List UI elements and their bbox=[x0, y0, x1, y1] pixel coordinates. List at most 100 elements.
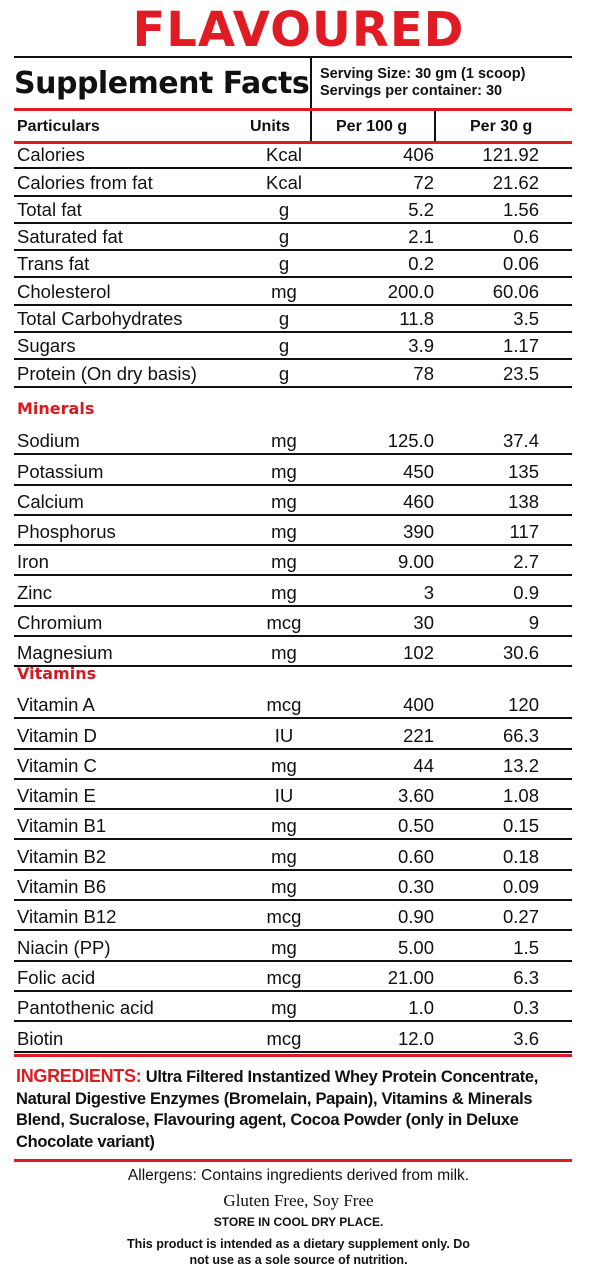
row-divider bbox=[14, 1020, 572, 1023]
vitamins-section-title: Vitamins bbox=[17, 664, 97, 683]
supplement-facts-heading: Supplement Facts bbox=[14, 66, 310, 101]
nutrient-unit: mg bbox=[271, 876, 297, 898]
row-divider bbox=[14, 249, 572, 252]
value-per-30g: 0.27 bbox=[502, 906, 539, 928]
nutrient-name: Folic acid bbox=[17, 966, 96, 988]
ingredients-label: INGREDIENTS: bbox=[16, 1066, 142, 1086]
value-per-100g: 11.8 bbox=[399, 308, 434, 330]
nutrient-unit: mg bbox=[271, 551, 297, 573]
nutrient-unit: mg bbox=[271, 997, 297, 1019]
nutrient-name: Vitamin E bbox=[17, 785, 96, 807]
ingredients-text: Ultra Filtered Instantized Whey Protein … bbox=[16, 1068, 539, 1151]
row-divider bbox=[14, 483, 572, 486]
value-per-100g: 0.90 bbox=[397, 906, 434, 928]
value-per-100g: 390 bbox=[403, 521, 434, 543]
value-per-100g: 3.60 bbox=[397, 785, 434, 807]
table-row: Zinc mg 3 0.9 bbox=[14, 577, 572, 607]
disclaimer: This product is intended as a dietary su… bbox=[0, 1236, 597, 1268]
value-per-30g: 1.56 bbox=[502, 198, 539, 220]
servings-per-container: Servings per container: 30 bbox=[320, 83, 503, 99]
table-row: Total Carbohydrates g 11.8 3.5 bbox=[14, 306, 572, 334]
nutrient-unit: mcg bbox=[266, 1027, 302, 1049]
nutrient-unit: mg bbox=[271, 490, 297, 512]
table-row: Vitamin B1 mg 0.50 0.15 bbox=[14, 810, 572, 841]
ingredients-top-rule bbox=[14, 1054, 572, 1057]
row-divider bbox=[14, 868, 572, 871]
table-row: Cholesterol mg 200.0 60.06 bbox=[14, 279, 572, 306]
row-divider bbox=[14, 929, 572, 932]
table-row: Biotin mcg 12.0 3.6 bbox=[14, 1022, 572, 1053]
row-divider bbox=[14, 331, 572, 334]
table-row: Saturated fat g 2.1 0.6 bbox=[14, 224, 572, 252]
value-per-100g: 44 bbox=[413, 754, 434, 776]
row-divider bbox=[14, 513, 572, 516]
value-per-30g: 30.6 bbox=[502, 642, 539, 664]
row-divider bbox=[14, 194, 572, 197]
header-per-100g: Per 100 g bbox=[336, 118, 408, 135]
nutrient-unit: mg bbox=[271, 581, 297, 603]
table-row: Vitamin D IU 221 66.3 bbox=[14, 719, 572, 750]
product-variant-title: FLAVOURED bbox=[132, 2, 465, 58]
disclaimer-line-2: not use as a sole source of nutrition. bbox=[189, 1253, 408, 1267]
header-divider-1 bbox=[310, 111, 312, 142]
value-per-100g: 3.9 bbox=[408, 335, 434, 357]
row-divider bbox=[14, 303, 572, 306]
value-per-30g: 0.6 bbox=[513, 226, 539, 248]
value-per-30g: 13.2 bbox=[502, 754, 539, 776]
nutrient-unit: mg bbox=[271, 280, 297, 302]
nutrient-unit: Kcal bbox=[266, 144, 302, 166]
value-per-30g: 0.9 bbox=[513, 581, 539, 603]
value-per-30g: 0.18 bbox=[502, 845, 539, 867]
header-per-30g: Per 30 g bbox=[470, 118, 533, 135]
nutrient-unit: mcg bbox=[266, 966, 302, 988]
nutrient-unit: IU bbox=[274, 785, 294, 807]
value-per-30g: 121.92 bbox=[482, 144, 539, 166]
value-per-100g: 221 bbox=[403, 724, 434, 746]
value-per-30g: 138 bbox=[508, 490, 539, 512]
row-divider bbox=[14, 665, 572, 668]
value-per-30g: 9 bbox=[528, 612, 539, 634]
free-from-statement: Gluten Free, Soy Free bbox=[223, 1191, 374, 1210]
value-per-100g: 5.00 bbox=[397, 936, 434, 958]
nutrient-unit: mcg bbox=[266, 694, 302, 716]
nutrient-name: Iron bbox=[17, 551, 49, 573]
value-per-30g: 0.09 bbox=[502, 876, 539, 898]
row-divider bbox=[14, 544, 572, 547]
storage-instruction: STORE IN COOL DRY PLACE. bbox=[213, 1215, 384, 1229]
value-per-30g: 117 bbox=[509, 521, 540, 543]
value-per-100g: 72 bbox=[413, 171, 434, 193]
nutrient-unit: mg bbox=[271, 642, 297, 664]
value-per-100g: 102 bbox=[403, 642, 434, 664]
table-row: Vitamin C mg 44 13.2 bbox=[14, 750, 572, 780]
nutrient-name: Sodium bbox=[17, 430, 80, 452]
table-row: Sodium mg 125.0 37.4 bbox=[14, 425, 572, 456]
value-per-100g: 0.60 bbox=[397, 845, 434, 867]
value-per-30g: 0.15 bbox=[502, 815, 539, 837]
nutrient-unit: Kcal bbox=[266, 171, 302, 193]
nutrient-name: Vitamin C bbox=[17, 754, 97, 776]
nutrient-unit: mg bbox=[271, 430, 297, 452]
nutrient-unit: g bbox=[278, 226, 290, 248]
value-per-100g: 21.00 bbox=[387, 966, 434, 988]
nutrient-name: Vitamin B6 bbox=[17, 876, 107, 898]
row-divider bbox=[14, 167, 572, 170]
nutrient-unit: mcg bbox=[266, 612, 302, 634]
table-row: Potassium mg 450 135 bbox=[14, 455, 572, 486]
table-row: Vitamin A mcg 400 120 bbox=[14, 689, 572, 720]
nutrient-name: Vitamin D bbox=[17, 724, 97, 746]
nutrient-name: Chromium bbox=[17, 612, 103, 634]
table-row: Vitamin E IU 3.60 1.08 bbox=[14, 780, 572, 811]
nutrient-unit: mg bbox=[271, 815, 297, 837]
nutrient-name: Total Carbohydrates bbox=[17, 308, 183, 330]
table-row: Sugars g 3.9 1.17 bbox=[14, 333, 572, 361]
value-per-100g: 30 bbox=[413, 612, 434, 634]
value-per-30g: 3.5 bbox=[513, 308, 539, 330]
row-divider bbox=[14, 899, 572, 902]
value-per-100g: 0.50 bbox=[397, 815, 434, 837]
value-per-30g: 1.17 bbox=[502, 335, 539, 357]
nutrient-name: Phosphorus bbox=[17, 521, 116, 543]
top-border bbox=[14, 56, 572, 58]
nutrient-name: Sugars bbox=[17, 335, 76, 357]
table-row: Phosphorus mg 390 117 bbox=[14, 516, 572, 547]
row-divider bbox=[14, 358, 572, 361]
